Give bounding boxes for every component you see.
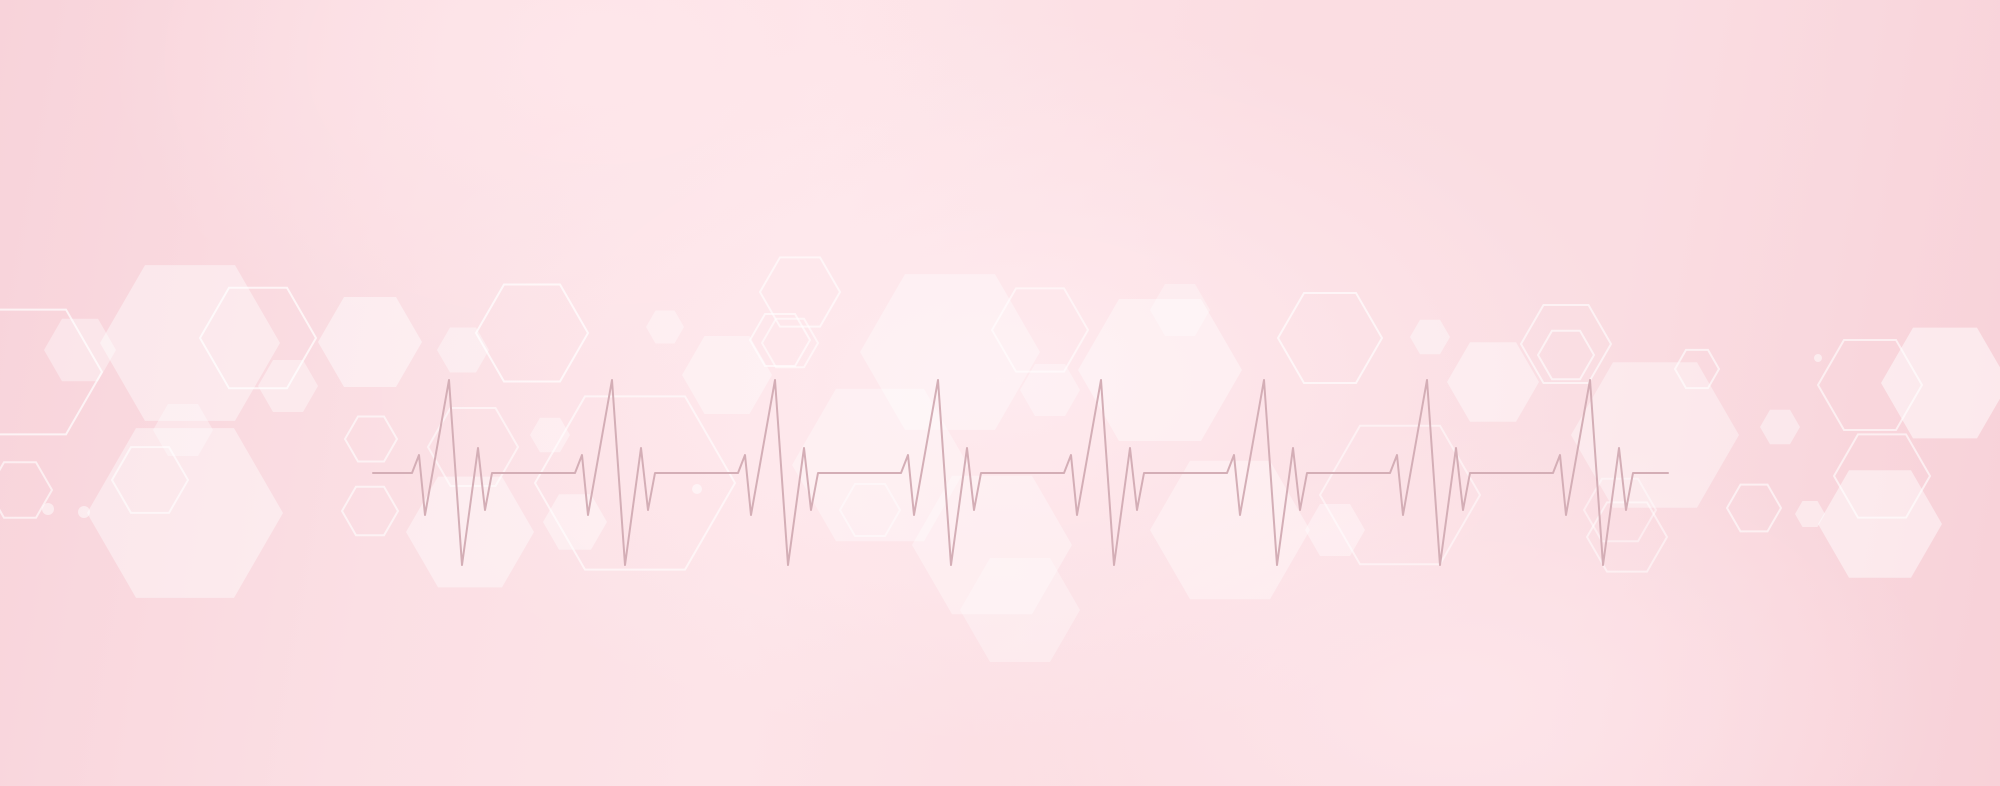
outlined-hexagon: [758, 256, 842, 328]
outlined-hexagon: [1673, 348, 1721, 390]
filled-hexagon: [682, 336, 772, 414]
filled-hexagon: [1020, 364, 1080, 416]
filled-hexagon: [1881, 327, 2000, 439]
outlined-hexagon: [198, 286, 318, 390]
outlined-hexagon: [474, 283, 590, 383]
heartbeat-line: [372, 379, 1669, 566]
filled-hexagon: [860, 274, 1040, 430]
filled-hexagon: [406, 476, 534, 588]
outlined-hexagon: [533, 395, 737, 571]
filled-hexagon: [1818, 470, 1942, 578]
filled-hexagon: [1571, 362, 1739, 508]
outlined-hexagon: [1536, 329, 1596, 381]
decor-dot: [78, 506, 90, 518]
filled-hexagon: [960, 558, 1080, 662]
outlined-hexagon: [110, 446, 190, 514]
outlined-hexagon: [426, 407, 520, 487]
outlined-hexagon: [1832, 433, 1932, 519]
filled-hexagon: [153, 404, 213, 456]
filled-hexagon: [318, 297, 422, 387]
filled-hexagon: [1150, 284, 1210, 336]
filled-hexagon: [1447, 342, 1539, 422]
decor-dot: [42, 503, 54, 515]
filled-hexagon: [543, 494, 607, 550]
outlined-hexagon: [343, 415, 399, 463]
filled-hexagon: [100, 265, 280, 421]
decor-dot: [692, 484, 702, 494]
filled-hexagon: [87, 428, 283, 598]
filled-hexagon: [1410, 319, 1450, 355]
outlined-hexagon: [990, 287, 1090, 373]
outlined-hexagon: [1582, 477, 1658, 543]
outlined-hexagon: [1585, 501, 1669, 573]
filled-hexagon: [1150, 460, 1310, 600]
filled-hexagon: [792, 388, 968, 542]
outlined-hexagon: [748, 313, 812, 367]
outlined-hexagon: [0, 461, 54, 519]
dot-group: [42, 354, 1822, 518]
outlined-hexagon: [760, 317, 820, 369]
filled-hexagon: [912, 475, 1072, 615]
filled-hexagon: [530, 417, 570, 453]
outlined-hexagon: [838, 483, 902, 537]
filled-hexagon: [1078, 299, 1242, 441]
outlined-hexagon: [0, 308, 104, 436]
outlined-hexagon: [1816, 339, 1924, 431]
filled-hexagon: [437, 327, 489, 373]
filled-hexagon: [1760, 409, 1800, 445]
filled-hexagon: [44, 318, 116, 382]
filled-hexagon: [1795, 501, 1825, 527]
filled-hexagon-group: [44, 265, 2000, 662]
outlined-hexagon: [1725, 483, 1783, 533]
filled-hexagon: [646, 310, 684, 344]
decor-dot: [1814, 354, 1822, 362]
outlined-hexagon: [1276, 292, 1384, 384]
outlined-hexagon: [340, 485, 400, 537]
outlined-hexagon: [1519, 304, 1613, 384]
filled-hexagon: [1305, 504, 1365, 556]
